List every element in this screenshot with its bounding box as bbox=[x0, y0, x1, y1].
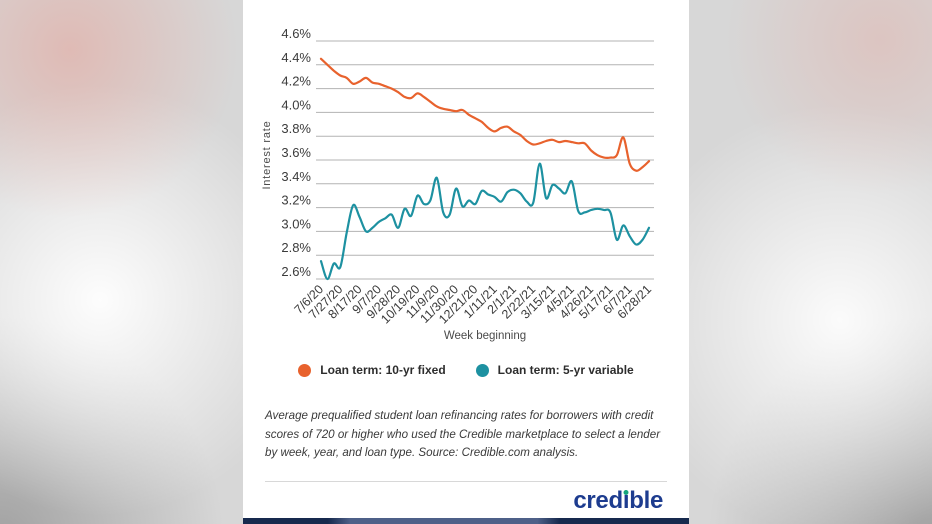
y-tick-label: 4.4% bbox=[281, 50, 311, 65]
legend-label-5yr-variable: Loan term: 5-yr variable bbox=[497, 363, 634, 377]
y-tick-label: 4.0% bbox=[281, 97, 311, 112]
chart-source-caption: Average prequalified student loan refina… bbox=[265, 409, 661, 460]
y-tick-label: 3.6% bbox=[281, 145, 311, 160]
credible-logo-text-left: cred bbox=[573, 487, 623, 514]
credible-logo-green-dot-icon bbox=[623, 489, 629, 495]
infographic-card: 4.6% 4.4% 4.2% 4.0% 3.8% 3.6% 3.4% 3.2% 3.0% 2.8%… bbox=[243, 0, 689, 524]
series-line-10yr-fixed bbox=[319, 57, 651, 172]
legend-dot-5yr-variable-icon bbox=[475, 363, 489, 377]
y-tick-label: 2.6% bbox=[281, 264, 311, 279]
legend-dot-10yr-fixed-icon bbox=[298, 363, 312, 377]
footer-divider bbox=[265, 481, 667, 482]
y-axis-title: Interest rate bbox=[261, 120, 273, 189]
credible-logo-i: ı bbox=[622, 487, 630, 514]
series-line-5yr-variable bbox=[319, 162, 651, 281]
y-tick-label: 4.2% bbox=[281, 74, 311, 89]
legend-label-10yr-fixed: Loan term: 10-yr fixed bbox=[320, 363, 446, 377]
y-tick-label: 3.2% bbox=[281, 193, 311, 208]
x-axis-title: Week beginning bbox=[444, 330, 526, 342]
legend-item-5yr-variable: Loan term: 5-yr variable bbox=[475, 363, 634, 377]
chart-area: 4.6% 4.4% 4.2% 4.0% 3.8% 3.6% 3.4% 3.2% 3.0% 2.8%… bbox=[243, 0, 689, 350]
rates-chart: 4.6% 4.4% 4.2% 4.0% 3.8% 3.6% 3.4% 3.2% 3.0% 2.8%… bbox=[261, 26, 654, 342]
y-tick-label: 3.8% bbox=[281, 121, 311, 136]
legend-item-10yr-fixed: Loan term: 10-yr fixed bbox=[298, 363, 446, 377]
y-tick-label: 4.6% bbox=[281, 26, 311, 41]
y-tick-label: 3.0% bbox=[281, 216, 311, 231]
y-tick-label: 2.8% bbox=[281, 240, 311, 255]
credible-logo-text-right: ble bbox=[629, 487, 663, 514]
y-tick-label: 3.4% bbox=[281, 169, 311, 184]
credible-logo: credı ble bbox=[573, 487, 663, 514]
chart-legend: Loan term: 10-yr fixed Loan term: 5-yr v… bbox=[243, 363, 689, 377]
footer-accent-bar bbox=[243, 518, 689, 524]
